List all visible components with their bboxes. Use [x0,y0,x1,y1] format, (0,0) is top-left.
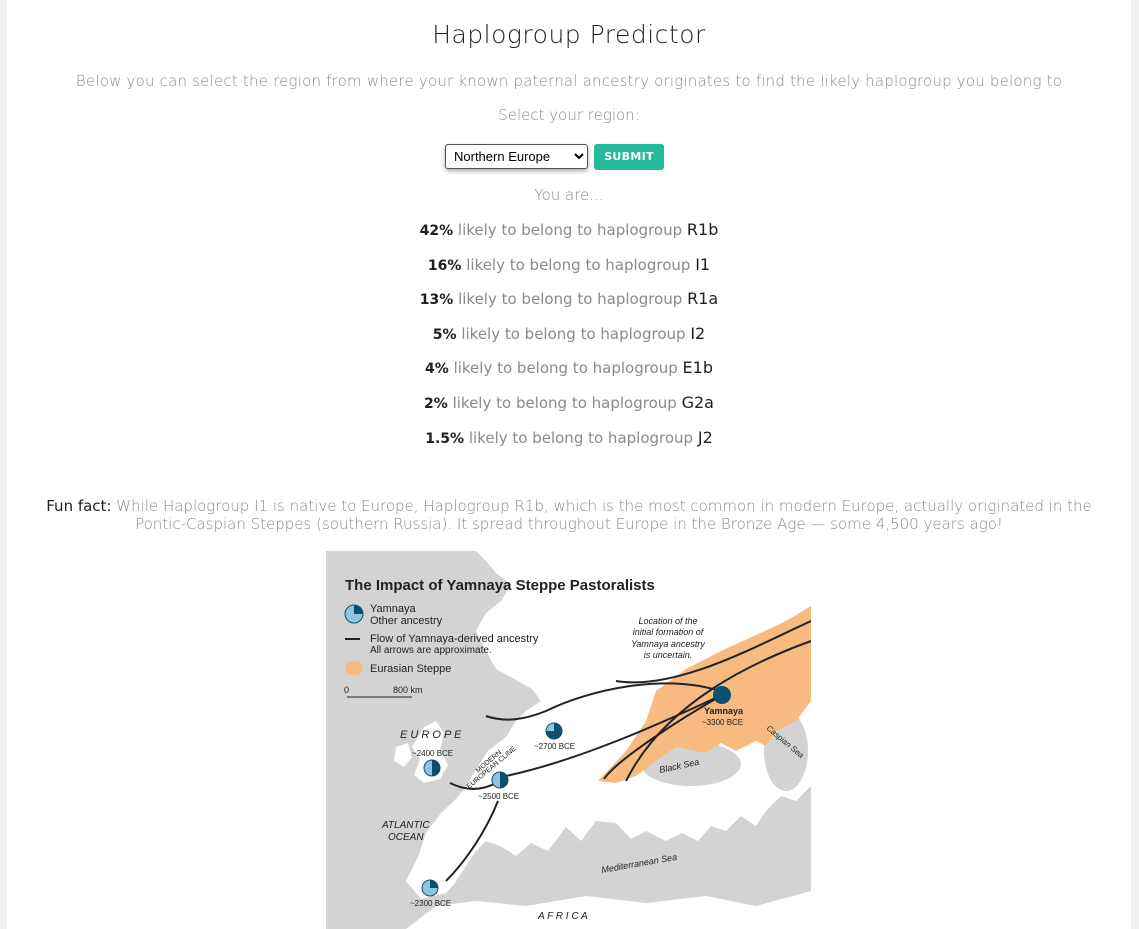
location-note: Location of the initial formation of Yam… [631,616,705,660]
fun-fact-label: Fun fact: [46,497,112,515]
legend-flow: Flow of Yamnaya-derived ancestry [370,633,539,645]
yamnaya-date: ~3300 BCE [702,718,743,727]
date-label: ~2500 BCE [478,792,519,801]
fun-fact: Fun fact: While Haplogroup I1 is native … [27,497,1111,533]
result-row: 5% likely to belong to haplogroup I2 [7,322,1131,357]
mediterranean-sea [456,836,811,903]
africa-label: A F R I C A [537,911,588,922]
result-phrase: likely to belong to haplogroup [468,428,694,447]
result-percent: 13% [419,292,454,309]
result-row: 16% likely to belong to haplogroup I1 [7,253,1131,288]
date-label: ~2400 BCE [412,749,453,758]
result-phrase: likely to belong to haplogroup [457,221,683,239]
page-title: Haplogroup Predictor [432,20,706,49]
result-phrase: likely to belong to haplogroup [461,324,686,343]
yamnaya-marker [713,686,731,704]
result-phrase: likely to belong to haplogroup [458,290,683,309]
result-row: 42% likely to belong to haplogroup R1b [7,218,1131,253]
yamnaya-map-image: The Impact of Yamnaya Steppe Pastoralist… [326,551,811,929]
yamnaya-map-svg: The Impact of Yamnaya Steppe Pastoralist… [326,551,811,929]
result-haplogroup: I1 [695,254,711,274]
region-select[interactable]: Northern Europe [445,144,588,169]
result-phrase: likely to belong to haplogroup [466,255,691,274]
result-haplogroup: J2 [697,427,713,447]
legend-pie-slice [354,605,363,614]
result-percent: 16% [427,257,462,274]
page-subtitle: Below you can select the region from whe… [75,72,1063,90]
result-phrase: likely to belong to haplogroup [453,359,678,378]
note-line: is uncertain. [644,650,693,660]
result-haplogroup: R1a [687,289,719,309]
result-row: 13% likely to belong to haplogroup R1a [7,287,1131,322]
pie-slice [546,723,562,739]
legend-steppe: Eurasian Steppe [370,663,451,675]
result-percent: 4% [425,361,449,378]
note-line: initial formation of [633,627,705,637]
results-list: 42% likely to belong to haplogroup R1b 1… [7,218,1131,460]
result-percent: 42% [419,223,454,239]
pie-slice [432,760,440,776]
legend-steppe-icon [345,661,363,675]
result-percent: 5% [432,326,457,343]
map-title: The Impact of Yamnaya Steppe Pastoralist… [345,577,655,594]
date-label: ~2300 BCE [410,899,451,908]
result-percent: 1.5% [425,430,465,447]
eurasia-landmass [406,551,811,899]
fun-fact-text: While Haplogroup I1 is native to Europe,… [116,497,1092,533]
result-phrase: likely to belong to haplogroup [452,393,677,412]
europe-label: E U R O P E [400,729,462,741]
legend-flow-note: All arrows are approximate. [370,645,492,656]
result-row: 2% likely to belong to haplogroup G2a [7,391,1131,426]
result-percent: 2% [424,395,448,412]
result-row: 4% likely to belong to haplogroup E1b [7,356,1131,391]
note-line: Location of the [638,616,697,626]
atlantic-label: ATLANTIC [381,820,430,831]
note-line: Yamnaya ancestry [631,639,705,649]
date-label: ~2700 BCE [534,742,575,751]
result-haplogroup: I2 [690,323,706,343]
atlantic-label: OCEAN [388,832,424,843]
result-row: 1.5% likely to belong to haplogroup J2 [7,426,1131,461]
pie-slice [500,772,508,788]
result-haplogroup: R1b [686,220,719,239]
results-intro: You are... [534,186,604,204]
ireland-landmass [394,743,412,767]
submit-button[interactable]: SUBMIT [594,143,664,170]
migration-arrows [445,620,811,882]
result-haplogroup: G2a [681,392,714,412]
yamnaya-label: Yamnaya [704,706,744,716]
select-region-label: Select your region: [498,106,640,124]
africa-landmass [406,891,811,929]
pie-slice [430,880,438,888]
scale-start: 0 [344,685,349,695]
result-haplogroup: E1b [682,358,713,378]
page-content: Haplogroup Predictor Below you can selec… [7,0,1131,929]
scandinavia-landmass [518,561,586,681]
scale-end: 800 km [393,685,423,695]
legend-yamnaya: Yamnaya [370,603,417,615]
region-form: Northern Europe SUBMIT [445,143,664,170]
legend-other: Other ancestry [370,615,443,627]
